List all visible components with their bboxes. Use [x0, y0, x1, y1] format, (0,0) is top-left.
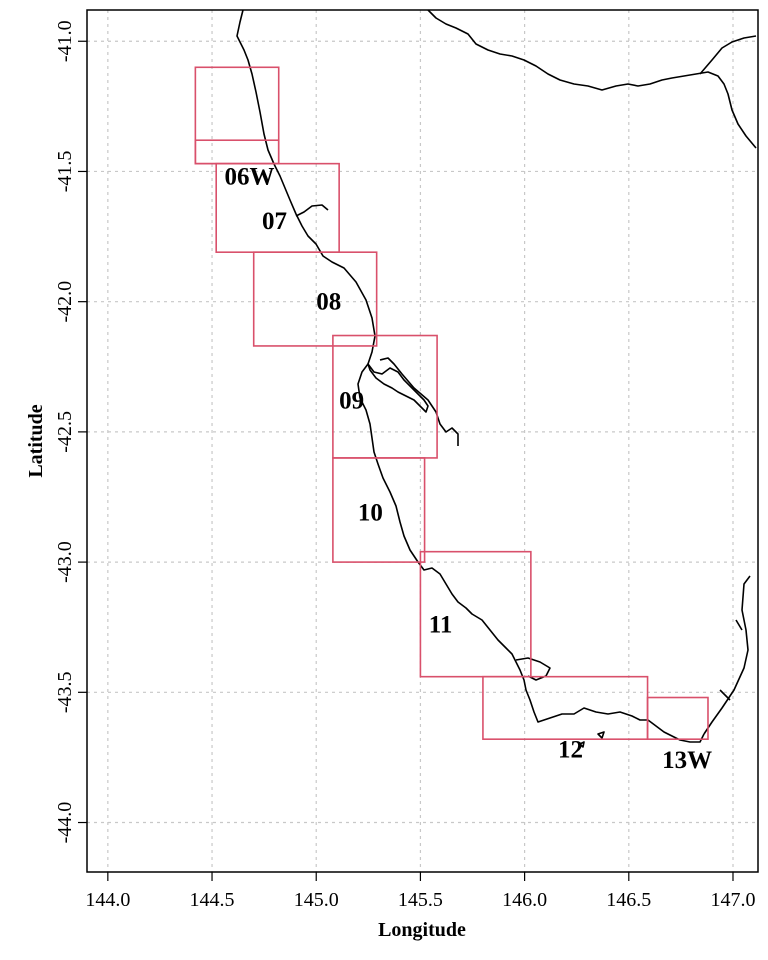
coastline-north-coast [427, 9, 757, 149]
zone-label-09: 09 [339, 387, 364, 414]
zone-box-08 [252, 251, 378, 347]
zone-boxes [194, 66, 709, 740]
x-tick-label-0: 144.0 [85, 889, 130, 911]
x-axis-label: Longitude [378, 919, 466, 941]
coastline-inner-harbour [379, 357, 459, 446]
plot-frame [86, 9, 759, 873]
x-tick-label-3: 145.5 [398, 889, 443, 911]
zone-box-13W [646, 696, 709, 740]
zone-box-10 [332, 457, 426, 563]
coastline-islet-1 [597, 731, 605, 739]
y-tick-label-0: -41.0 [54, 20, 76, 62]
coastline-islet-2 [579, 741, 585, 748]
zone-label-11: 11 [429, 611, 453, 638]
coastline-arthur-inlet [295, 204, 329, 217]
y-tick-label-4: -43.0 [54, 541, 76, 583]
zone-label-06W: 06W [225, 163, 275, 190]
y-tick-label-3: -42.5 [54, 411, 76, 453]
y-tick-label-5: -43.5 [54, 671, 76, 713]
coastline-north [236, 9, 376, 365]
x-tick-label-1: 144.5 [190, 889, 235, 911]
coastline-east [703, 575, 751, 735]
zone-box-12 [482, 675, 649, 740]
x-axis-ticks: 144.0 144.5 145.0 145.5 146.0 146.5 147.0 [85, 872, 755, 911]
coastline-southwest [357, 363, 705, 743]
x-tick-label-6: 147.0 [710, 889, 755, 911]
zone-labels: 06W 07 08 09 10 11 12 13W [225, 163, 713, 773]
y-tick-label-1: -41.5 [54, 151, 76, 193]
x-tick-label-4: 146.0 [502, 889, 547, 911]
coastline [236, 9, 757, 748]
zone-label-12: 12 [558, 736, 583, 763]
grid-lines [87, 10, 758, 872]
zone-box-11 [419, 550, 532, 678]
y-tick-label-2: -42.0 [54, 281, 76, 323]
coastline-macquarie-harbour [367, 363, 429, 413]
zone-box-06W [194, 66, 280, 165]
coastline-tamar [699, 35, 757, 75]
zone-label-08: 08 [316, 288, 341, 315]
zone-label-07: 07 [262, 208, 287, 235]
zone-label-13W: 13W [662, 747, 712, 774]
zone-label-10: 10 [358, 499, 383, 526]
x-tick-label-2: 145.0 [294, 889, 339, 911]
x-tick-label-5: 146.5 [606, 889, 651, 911]
coastline-bathurst [515, 657, 551, 681]
y-axis-label: Latitude [25, 404, 47, 477]
y-axis-ticks: -41.0 -41.5 -42.0 -42.5 -43.0 -43.5 -44.0 [54, 20, 87, 843]
y-tick-label-6: -44.0 [54, 802, 76, 844]
